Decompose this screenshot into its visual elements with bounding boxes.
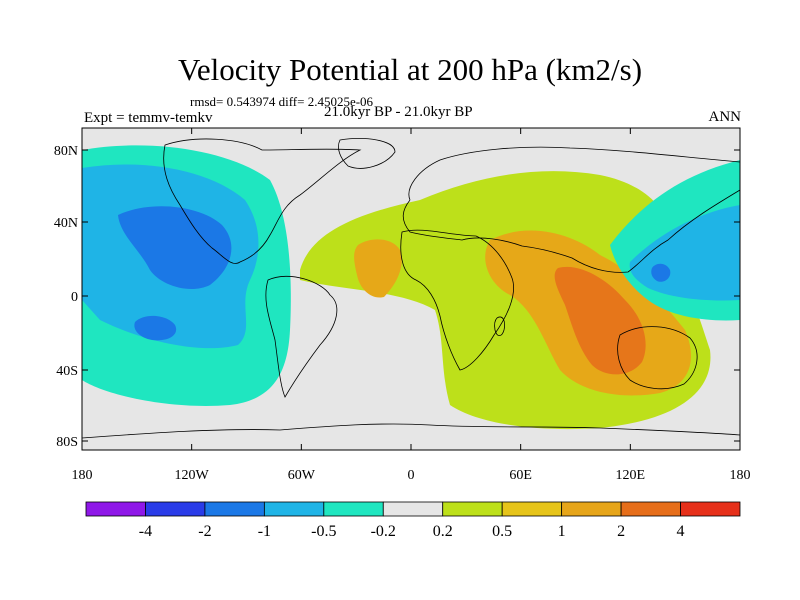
colorbar-swatch (620, 501, 681, 517)
colorbar-swatch (323, 501, 384, 517)
lat-tick-label: 80N (54, 144, 78, 159)
lat-tick-label: 0 (71, 290, 78, 305)
map-title: Velocity Potential at 200 hPa (km2/s) (177, 52, 643, 87)
colorbar: -4 -2 -1 -0.5 -0.2 0.2 0.5 1 2 4 (85, 501, 741, 540)
period-label: 21.0kyr BP - 21.0kyr BP (324, 104, 473, 120)
colorbar-swatch (85, 501, 146, 517)
lon-tick-label: 180 (72, 468, 93, 483)
wpac-neg-contour-3 (651, 263, 671, 282)
colorbar-swatch (263, 501, 325, 517)
colorbar-swatch (382, 501, 444, 517)
eastern-pos-contour-3 (554, 266, 646, 375)
coast-australia (617, 326, 698, 390)
lat-tick-label: 80S (56, 435, 78, 450)
colorbar-label: -0.2 (371, 523, 396, 540)
coast-africa (400, 229, 514, 371)
pacific-neg-contour-3a (118, 206, 232, 290)
lon-tick-label: 60W (288, 468, 316, 483)
coast-south-america (265, 275, 338, 398)
lat-axis: 80N 40N 0 40S 80S (54, 144, 740, 450)
experiment-label: Expt = temmv-temkv (84, 110, 213, 126)
coast-europe-asia (402, 146, 740, 273)
colorbar-label: 2 (617, 523, 625, 540)
lon-tick-label: 60E (509, 468, 532, 483)
colorbar-label: 4 (677, 523, 685, 540)
colorbar-label: -0.5 (311, 523, 336, 540)
coast-antarctica (82, 423, 740, 439)
colorbar-label: -4 (139, 523, 152, 540)
colorbar-swatch (442, 501, 503, 517)
colorbar-swatch (680, 501, 741, 517)
stats-line: rmsd= 0.543974 diff= 2.45025e-06 (190, 94, 374, 109)
lon-tick-label: 180 (730, 468, 751, 483)
lon-tick-label: 120W (175, 468, 210, 483)
pacific-neg-contour-3b (134, 315, 177, 341)
colorbar-label: 0.2 (433, 523, 453, 540)
coast-madagascar (494, 316, 505, 337)
lat-tick-label: 40S (56, 364, 78, 379)
coast-north-america (163, 138, 362, 264)
lon-axis: 180 120W 60W 0 60E 120E 180 (72, 128, 751, 483)
colorbar-swatch (145, 501, 206, 517)
colorbar-label: -1 (258, 523, 271, 540)
lon-tick-label: 0 (408, 468, 415, 483)
contour-field (82, 128, 740, 450)
coastlines (82, 138, 740, 439)
colorbar-swatch (501, 501, 563, 517)
eastern-pos-contour-2b (354, 239, 402, 298)
colorbar-label: 1 (558, 523, 566, 540)
season-label: ANN (708, 109, 742, 125)
coast-greenland (338, 138, 396, 169)
lat-tick-label: 40N (54, 216, 78, 231)
colorbar-swatch (204, 501, 265, 517)
colorbar-swatch (561, 501, 622, 517)
lon-tick-label: 120E (616, 468, 646, 483)
colorbar-label: 0.5 (492, 523, 512, 540)
colorbar-label: -2 (198, 523, 211, 540)
